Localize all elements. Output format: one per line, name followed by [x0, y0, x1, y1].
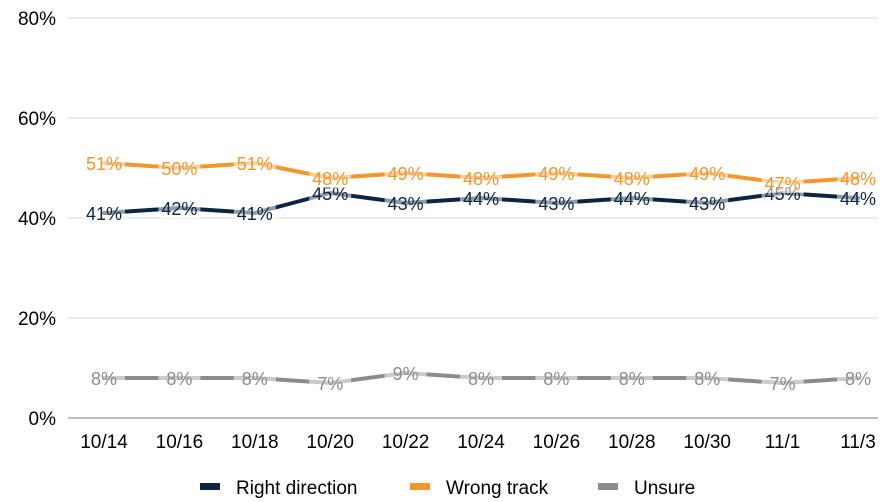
y-tick-label: 60% [18, 109, 56, 130]
data-label: 8% [242, 369, 268, 389]
data-label-background [83, 152, 125, 173]
data-label: 44% [463, 189, 499, 209]
x-tick-label: 10/20 [306, 432, 354, 453]
data-label: 51% [86, 154, 122, 174]
data-label: 7% [770, 374, 796, 394]
y-tick-label: 40% [18, 209, 56, 230]
data-label-background [610, 367, 653, 388]
data-label-background [158, 157, 201, 178]
data-label: 9% [393, 364, 419, 384]
data-label-background [837, 187, 879, 208]
x-tick-label: 10/16 [156, 432, 204, 453]
data-label: 43% [388, 194, 424, 214]
data-label: 48% [463, 169, 499, 189]
data-label-background [460, 367, 502, 388]
data-label: 41% [86, 204, 122, 224]
data-label-background [158, 197, 201, 218]
data-label: 42% [161, 199, 197, 219]
data-label: 8% [619, 369, 645, 389]
data-labels: 41% 42% 41%45% 43% 44% 43% 44% 43% 45% 44%51% 50% 5… [83, 152, 879, 394]
y-tick-label: 0% [29, 409, 57, 430]
gridlines [68, 17, 878, 419]
data-label-background [384, 162, 427, 183]
data-label-background [535, 192, 578, 213]
data-label-background [309, 167, 352, 188]
data-label-background [233, 367, 276, 388]
x-tick-label: 11/3 [840, 432, 876, 453]
data-label: 47% [765, 174, 801, 194]
data-label: 43% [689, 194, 725, 214]
data-label-background [686, 367, 729, 388]
legend-swatch [410, 483, 430, 490]
x-tick-label: 10/14 [80, 432, 128, 453]
legend-swatch [598, 483, 618, 490]
data-label-background [837, 367, 879, 388]
data-label: 43% [538, 194, 574, 214]
x-tick-label: 10/22 [382, 432, 430, 453]
data-label: 49% [689, 164, 725, 184]
data-label: 49% [388, 164, 424, 184]
data-label: 44% [840, 189, 876, 209]
data-label-background [233, 152, 276, 173]
legend-label: Right direction [236, 478, 357, 499]
data-label: 8% [694, 369, 720, 389]
data-label: 8% [468, 369, 494, 389]
data-label-background [384, 362, 427, 383]
data-label: 8% [845, 369, 871, 389]
data-label-background [460, 167, 502, 188]
legend: Right direction Wrong track Unsure [200, 478, 695, 499]
x-tick-label: 10/18 [231, 432, 279, 453]
data-label: 8% [543, 369, 569, 389]
data-label: 45% [312, 184, 348, 204]
data-label: 49% [538, 164, 574, 184]
data-label: 44% [614, 189, 650, 209]
data-label: 48% [312, 169, 348, 189]
data-label-background [384, 192, 427, 213]
legend-label: Unsure [634, 478, 695, 499]
legend-label: Wrong track [446, 478, 549, 499]
x-tick-label: 10/24 [457, 432, 505, 453]
data-label: 48% [614, 169, 650, 189]
x-tick-label: 10/28 [608, 432, 656, 453]
data-label-background [309, 372, 352, 393]
data-label: 8% [91, 369, 117, 389]
x-tick-label: 10/30 [683, 432, 731, 453]
data-label: 8% [166, 369, 192, 389]
x-axis-labels: 10/14 10/16 10/18 10/20 10/22 10/24 10/26 10/28… [80, 432, 876, 453]
data-label-background [610, 167, 653, 188]
y-tick-label: 80% [18, 9, 56, 30]
data-label: 41% [237, 204, 273, 224]
data-label-background [535, 367, 578, 388]
data-label-background [158, 367, 201, 388]
data-label-background [761, 372, 804, 393]
data-label-background [460, 187, 502, 208]
data-label-background [686, 192, 729, 213]
data-label: 50% [161, 159, 197, 179]
data-label-background [83, 367, 125, 388]
data-label: 48% [840, 169, 876, 189]
data-label-background [233, 202, 276, 223]
data-label-background [761, 172, 804, 193]
x-tick-label: 10/26 [533, 432, 581, 453]
data-label: 51% [237, 154, 273, 174]
data-label-background [686, 162, 729, 183]
y-tick-label: 20% [18, 309, 56, 330]
y-axis-labels: 0% 20% 40% 60% 80% [18, 9, 56, 430]
data-label-background [83, 202, 125, 223]
data-label: 7% [317, 374, 343, 394]
legend-swatch [200, 483, 220, 490]
x-tick-label: 11/1 [765, 432, 801, 453]
data-label-background [837, 167, 879, 188]
data-label-background [610, 187, 653, 208]
data-label-background [535, 162, 578, 183]
